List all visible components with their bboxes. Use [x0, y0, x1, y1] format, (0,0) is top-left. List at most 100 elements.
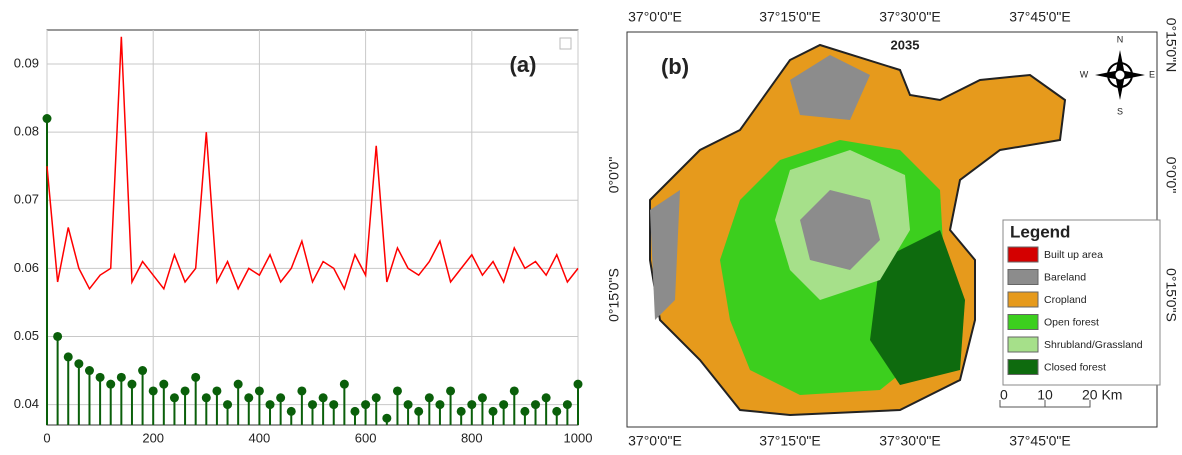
lat-label: 0°15'0"N [1163, 18, 1179, 73]
legend-swatch [1007, 291, 1039, 308]
stem-marker [424, 393, 434, 403]
legend-label: Built up area [1044, 249, 1103, 261]
compass-label: N [1117, 34, 1124, 44]
line [46, 36, 579, 291]
stem-marker [531, 400, 541, 410]
legend-label: Closed forest [1044, 361, 1106, 373]
x-tick-label: 400 [249, 430, 271, 445]
lat-label: 0°0'0" [606, 157, 622, 194]
compass-label: E [1149, 69, 1155, 79]
compass-label: S [1117, 106, 1123, 116]
legend-swatch [1007, 269, 1039, 285]
y-tick-label: 0.05 [14, 328, 39, 343]
stem-marker [318, 393, 328, 403]
stem-marker [286, 406, 296, 416]
stem-marker [42, 114, 52, 124]
stem-marker [148, 386, 158, 396]
legend-swatch [1007, 359, 1039, 375]
plot-frame [46, 29, 579, 426]
stem-marker [106, 379, 116, 389]
stem-marker [371, 393, 381, 403]
stem-marker [201, 393, 211, 403]
stem-marker [456, 406, 466, 416]
stem-marker [477, 393, 487, 403]
x-tick-label: 1000 [564, 430, 593, 445]
stem-marker [95, 372, 105, 382]
x-tick-label: 800 [461, 430, 483, 445]
legend-swatch [1007, 336, 1039, 353]
stem-marker [361, 400, 371, 410]
stem-marker [223, 400, 233, 410]
x-tick-label: 600 [355, 430, 377, 445]
stem-marker [509, 386, 519, 396]
legend-label: Bareland [1044, 271, 1086, 283]
compass-label: W [1080, 69, 1089, 79]
stem-marker [339, 379, 349, 389]
lon-label: 37°45'0"E [1009, 433, 1071, 449]
lat-label: 0°15'0"S [1163, 268, 1179, 322]
stem-marker [244, 393, 254, 403]
legend-label: Open forest [1044, 316, 1099, 328]
legend-swatch [1007, 314, 1039, 330]
stem-marker [467, 400, 477, 410]
stem-marker [138, 366, 148, 376]
stem-marker [446, 386, 456, 396]
panel-label: (a) [510, 52, 537, 77]
stem-marker [116, 372, 126, 382]
legend-label: Shrubland/Grassland [1044, 339, 1143, 351]
legend-swatch [1007, 246, 1039, 263]
stem-marker [520, 406, 530, 416]
panel-label: (b) [661, 54, 689, 79]
stem-marker [488, 406, 498, 416]
lon-label: 37°30'0"E [879, 433, 941, 449]
stem-marker [169, 393, 179, 403]
scale-label: 0 [1000, 387, 1008, 403]
y-tick-label: 0.07 [14, 192, 39, 207]
map-region [800, 190, 880, 270]
legend-box [559, 37, 572, 50]
y-tick-label: 0.06 [14, 260, 39, 275]
scale-label: 10 [1037, 387, 1053, 403]
stem-marker [84, 366, 94, 376]
compass [1114, 69, 1126, 81]
map-title: 2035 [891, 37, 920, 52]
stem-marker [573, 379, 583, 389]
stem-marker [350, 406, 360, 416]
stem-marker [499, 400, 509, 410]
map-region [790, 55, 870, 120]
stem-marker [329, 400, 339, 410]
stem-marker [265, 400, 275, 410]
lon-label: 37°15'0"E [759, 9, 821, 25]
stem-marker [414, 406, 424, 416]
y-tick-label: 0.09 [14, 55, 39, 70]
lon-label: 37°15'0"E [759, 433, 821, 449]
scale-label: 20 Km [1082, 387, 1122, 403]
stem-marker [541, 393, 551, 403]
x-tick-label: 200 [142, 430, 164, 445]
stem-marker [180, 386, 190, 396]
y-tick-label: 0.04 [14, 396, 39, 411]
map-region [870, 230, 965, 385]
map [649, 43, 1067, 417]
legend-title: Legend [1010, 222, 1070, 241]
stem-marker [233, 379, 243, 389]
stem-marker [254, 386, 264, 396]
stem-marker [308, 400, 317, 410]
stem-marker [435, 400, 445, 410]
stem-marker [562, 400, 572, 410]
lon-label: 37°0'0"E [628, 9, 682, 25]
stem-marker [74, 359, 84, 369]
y-tick-label: 0.08 [14, 124, 39, 139]
legend-label: Cropland [1044, 294, 1087, 306]
stem-marker [403, 400, 413, 410]
map-region [650, 190, 680, 320]
lon-label: 37°0'0"E [628, 433, 682, 449]
stem-marker [276, 393, 286, 403]
stem-marker [127, 379, 137, 389]
stem-marker [552, 406, 562, 416]
stem-marker [159, 379, 169, 389]
stem-marker [382, 413, 392, 423]
lat-label: 0°15'0"S [606, 268, 622, 322]
lon-label: 37°30'0"E [879, 9, 941, 25]
